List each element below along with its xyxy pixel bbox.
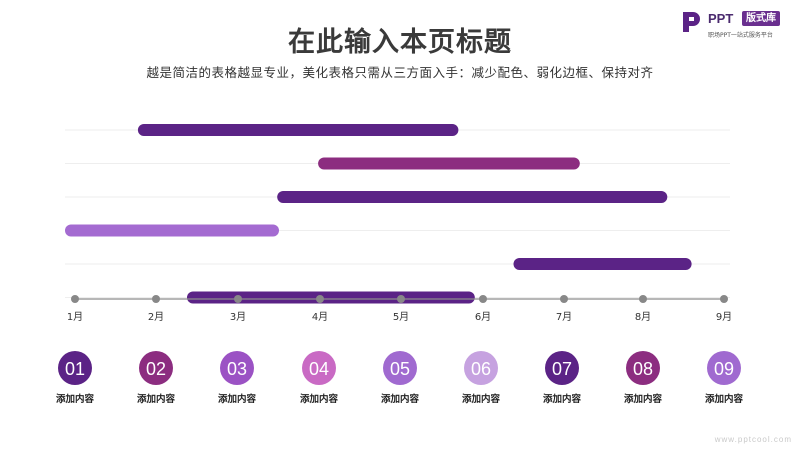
page-subtitle: 越是简洁的表格越显专业，美化表格只需从三方面入手：减少配色、弱化边框、保持对齐 — [146, 65, 654, 80]
item-label: 添加内容 — [462, 393, 501, 405]
logo-tagline: 职场PPT一站式服务平台 — [708, 32, 773, 39]
axis-tick-dot — [234, 295, 242, 303]
axis-tick-dot — [639, 295, 647, 303]
item-label: 添加内容 — [137, 393, 176, 405]
item-label: 添加内容 — [543, 393, 582, 405]
item-circle — [220, 351, 254, 385]
x-tick-label: 3月 — [230, 311, 246, 323]
x-tick-label: 5月 — [393, 311, 409, 323]
item-label: 添加内容 — [624, 393, 663, 405]
task-bar — [318, 157, 580, 170]
ppt-logo-icon — [683, 12, 700, 32]
task-bar — [137, 124, 459, 136]
item-label: 添加内容 — [56, 393, 95, 405]
axis-tick-dot — [720, 295, 728, 303]
item-number: 01 — [65, 359, 85, 379]
item-circle — [139, 351, 173, 385]
brand-logo: PPT 版式库 职场PPT一站式服务平台 — [680, 10, 798, 40]
item-number: 09 — [714, 359, 734, 379]
task-bar — [513, 258, 692, 270]
x-tick-label: 8月 — [635, 311, 651, 323]
axis-tick-dot — [397, 295, 405, 303]
item-label: 添加内容 — [218, 393, 257, 405]
x-tick-label: 9月 — [716, 311, 732, 323]
grid-lines — [65, 129, 730, 298]
task-bar — [65, 224, 279, 237]
item-circles: 01 添加内容 02 添加内容 03 添加内容 04 添加内容 05 添加内容 06 添加内容 07 添加… — [56, 351, 744, 405]
logo-badge: 版式库 — [742, 11, 780, 26]
item-circle — [626, 351, 660, 385]
axis-tick-dot — [560, 295, 568, 303]
item-label: 添加内容 — [300, 393, 339, 405]
item-circle — [464, 351, 498, 385]
x-tick-label: 7月 — [556, 311, 572, 323]
task-bar — [187, 291, 475, 304]
item-circle — [545, 351, 579, 385]
item-number: 07 — [552, 359, 572, 379]
item-circle — [58, 351, 92, 385]
axis-tick-dot — [479, 295, 487, 303]
item-number: 04 — [309, 359, 329, 379]
item-label: 添加内容 — [381, 393, 420, 405]
axis-tick-dot — [152, 295, 160, 303]
page-title: 在此输入本页标题 — [288, 27, 512, 58]
x-tick-label: 1月 — [67, 311, 83, 323]
x-axis: 1月 2月 3月 4月 5月 6月 7月 8月 9月 — [67, 295, 732, 323]
x-tick-label: 4月 — [312, 311, 328, 323]
axis-tick-dot — [71, 295, 79, 303]
item-circle — [383, 351, 417, 385]
item-label: 添加内容 — [705, 393, 744, 405]
item-number: 06 — [471, 359, 491, 379]
item-circle — [707, 351, 741, 385]
x-tick-label: 6月 — [475, 311, 491, 323]
logo-brand-text: PPT — [708, 11, 734, 26]
task-bar — [277, 191, 668, 203]
item-number: 03 — [227, 359, 247, 379]
x-tick-label: 2月 — [148, 311, 164, 323]
task-bars — [65, 124, 692, 304]
item-circle — [302, 351, 336, 385]
watermark: www.pptcool.com — [714, 435, 792, 444]
item-number: 02 — [146, 359, 166, 379]
item-number: 08 — [633, 359, 653, 379]
axis-tick-dot — [316, 295, 324, 303]
item-number: 05 — [390, 359, 410, 379]
